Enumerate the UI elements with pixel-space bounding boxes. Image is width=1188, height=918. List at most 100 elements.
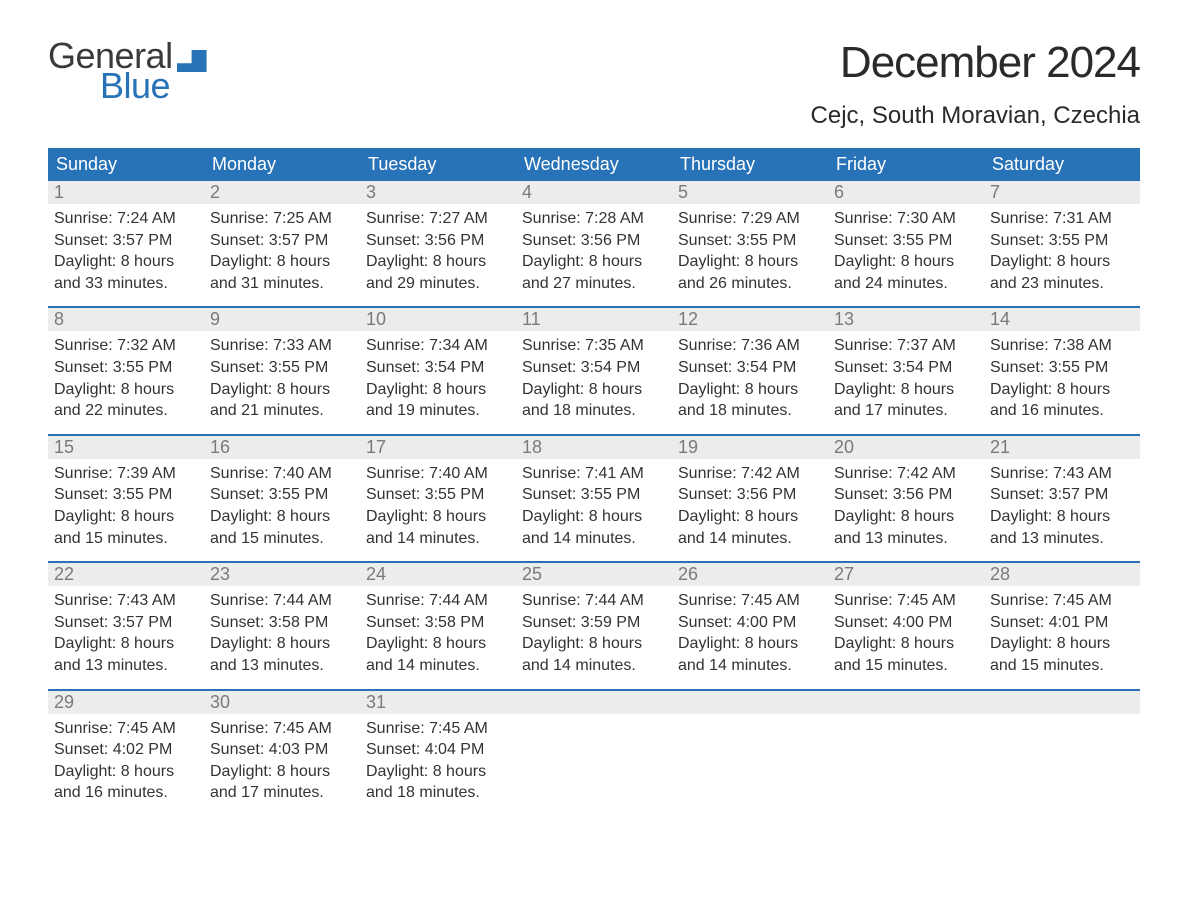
sunrise-text: Sunrise: 7:29 AM (678, 208, 822, 230)
page-title: December 2024 (811, 38, 1140, 88)
day-number: 23 (204, 563, 360, 586)
daylight-text-1: Daylight: 8 hours (54, 379, 198, 401)
calendar-day: 4 (516, 181, 672, 204)
sunset-text: Sunset: 3:58 PM (210, 612, 354, 634)
daylight-text-1: Daylight: 8 hours (522, 633, 666, 655)
calendar-day: 14 (984, 308, 1140, 331)
daynum-row: 293031 (48, 691, 1140, 714)
calendar-week: 891011121314Sunrise: 7:32 AMSunset: 3:55… (48, 306, 1140, 421)
calendar-day (516, 691, 672, 714)
calendar-day (984, 691, 1140, 714)
daylight-text-2: and 23 minutes. (990, 273, 1134, 295)
daylight-text-1: Daylight: 8 hours (210, 379, 354, 401)
daylight-text-2: and 15 minutes. (834, 655, 978, 677)
calendar-day: 1 (48, 181, 204, 204)
daynum-row: 15161718192021 (48, 436, 1140, 459)
sunset-text: Sunset: 3:55 PM (990, 357, 1134, 379)
day-number: 17 (360, 436, 516, 459)
daylight-text-1: Daylight: 8 hours (54, 633, 198, 655)
day-number: 24 (360, 563, 516, 586)
calendar-day: 28 (984, 563, 1140, 586)
sunrise-text: Sunrise: 7:42 AM (834, 463, 978, 485)
sunset-text: Sunset: 3:56 PM (522, 230, 666, 252)
daylight-text-2: and 33 minutes. (54, 273, 198, 295)
calendar-day: 2 (204, 181, 360, 204)
daylight-text-1: Daylight: 8 hours (678, 506, 822, 528)
daylight-text-2: and 14 minutes. (678, 528, 822, 550)
sunrise-text: Sunrise: 7:40 AM (366, 463, 510, 485)
calendar-day: 13 (828, 308, 984, 331)
calendar-day-body: Sunrise: 7:24 AMSunset: 3:57 PMDaylight:… (48, 204, 204, 294)
sunrise-text: Sunrise: 7:41 AM (522, 463, 666, 485)
calendar-day: 22 (48, 563, 204, 586)
daylight-text-2: and 15 minutes. (990, 655, 1134, 677)
calendar-day-body: Sunrise: 7:45 AMSunset: 4:00 PMDaylight:… (672, 586, 828, 676)
daylight-text-1: Daylight: 8 hours (522, 379, 666, 401)
sunset-text: Sunset: 3:56 PM (366, 230, 510, 252)
calendar-day: 29 (48, 691, 204, 714)
daylight-text-2: and 14 minutes. (522, 528, 666, 550)
calendar-day-body: Sunrise: 7:42 AMSunset: 3:56 PMDaylight:… (828, 459, 984, 549)
sunset-text: Sunset: 4:04 PM (366, 739, 510, 761)
day-number: 31 (360, 691, 516, 714)
daylight-text-1: Daylight: 8 hours (366, 506, 510, 528)
calendar-day: 3 (360, 181, 516, 204)
daylight-text-2: and 26 minutes. (678, 273, 822, 295)
calendar-day-body: Sunrise: 7:40 AMSunset: 3:55 PMDaylight:… (360, 459, 516, 549)
daylight-text-2: and 13 minutes. (834, 528, 978, 550)
calendar-day-body (516, 714, 672, 804)
calendar: Sunday Monday Tuesday Wednesday Thursday… (48, 148, 1140, 804)
calendar-day: 18 (516, 436, 672, 459)
daylight-text-2: and 15 minutes. (210, 528, 354, 550)
day-number: 11 (516, 308, 672, 331)
calendar-day-body: Sunrise: 7:31 AMSunset: 3:55 PMDaylight:… (984, 204, 1140, 294)
sunrise-text: Sunrise: 7:35 AM (522, 335, 666, 357)
day-number: 14 (984, 308, 1140, 331)
calendar-day: 5 (672, 181, 828, 204)
daylight-text-1: Daylight: 8 hours (366, 633, 510, 655)
calendar-day-body: Sunrise: 7:45 AMSunset: 4:02 PMDaylight:… (48, 714, 204, 804)
daylight-text-2: and 18 minutes. (678, 400, 822, 422)
calendar-day-body: Sunrise: 7:45 AMSunset: 4:03 PMDaylight:… (204, 714, 360, 804)
calendar-day-body: Sunrise: 7:34 AMSunset: 3:54 PMDaylight:… (360, 331, 516, 421)
daynum-row: 22232425262728 (48, 563, 1140, 586)
calendar-day-body: Sunrise: 7:37 AMSunset: 3:54 PMDaylight:… (828, 331, 984, 421)
sunrise-text: Sunrise: 7:24 AM (54, 208, 198, 230)
sunrise-text: Sunrise: 7:37 AM (834, 335, 978, 357)
sunrise-text: Sunrise: 7:36 AM (678, 335, 822, 357)
weekday-header-row: Sunday Monday Tuesday Wednesday Thursday… (48, 148, 1140, 181)
daybody-row: Sunrise: 7:43 AMSunset: 3:57 PMDaylight:… (48, 586, 1140, 676)
daybody-row: Sunrise: 7:24 AMSunset: 3:57 PMDaylight:… (48, 204, 1140, 294)
calendar-week: 15161718192021Sunrise: 7:39 AMSunset: 3:… (48, 434, 1140, 549)
sunrise-text: Sunrise: 7:44 AM (366, 590, 510, 612)
daylight-text-2: and 14 minutes. (366, 528, 510, 550)
calendar-day-body: Sunrise: 7:40 AMSunset: 3:55 PMDaylight:… (204, 459, 360, 549)
daybody-row: Sunrise: 7:45 AMSunset: 4:02 PMDaylight:… (48, 714, 1140, 804)
calendar-day-body: Sunrise: 7:44 AMSunset: 3:59 PMDaylight:… (516, 586, 672, 676)
day-number: 6 (828, 181, 984, 204)
day-number: 4 (516, 181, 672, 204)
sunset-text: Sunset: 3:54 PM (522, 357, 666, 379)
daylight-text-2: and 29 minutes. (366, 273, 510, 295)
calendar-day: 7 (984, 181, 1140, 204)
weekday-header: Friday (828, 148, 984, 181)
calendar-week: 22232425262728Sunrise: 7:43 AMSunset: 3:… (48, 561, 1140, 676)
daylight-text-1: Daylight: 8 hours (366, 379, 510, 401)
daylight-text-2: and 13 minutes. (990, 528, 1134, 550)
sunrise-text: Sunrise: 7:45 AM (678, 590, 822, 612)
daylight-text-1: Daylight: 8 hours (366, 251, 510, 273)
calendar-day-body: Sunrise: 7:43 AMSunset: 3:57 PMDaylight:… (984, 459, 1140, 549)
day-number: 5 (672, 181, 828, 204)
weekday-header: Saturday (984, 148, 1140, 181)
day-number: 27 (828, 563, 984, 586)
daylight-text-1: Daylight: 8 hours (210, 761, 354, 783)
calendar-day-body (984, 714, 1140, 804)
calendar-day-body: Sunrise: 7:30 AMSunset: 3:55 PMDaylight:… (828, 204, 984, 294)
day-number: 25 (516, 563, 672, 586)
sunset-text: Sunset: 3:55 PM (834, 230, 978, 252)
day-number: 15 (48, 436, 204, 459)
sunset-text: Sunset: 3:56 PM (834, 484, 978, 506)
sunrise-text: Sunrise: 7:45 AM (834, 590, 978, 612)
sunrise-text: Sunrise: 7:27 AM (366, 208, 510, 230)
brand-logo: General Blue (48, 38, 207, 104)
